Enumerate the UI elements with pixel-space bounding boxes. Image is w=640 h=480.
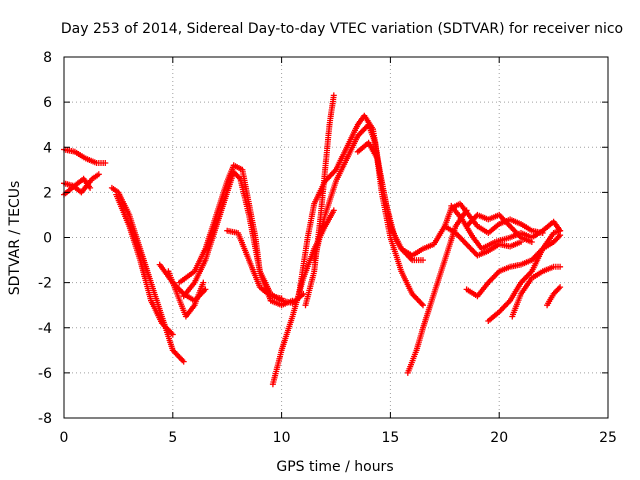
tick-layer [63, 56, 609, 419]
series-track-16 [404, 207, 470, 376]
y-tick-label: 6 [43, 95, 52, 111]
x-tick-label: 5 [168, 430, 177, 446]
series-track-24 [544, 284, 564, 309]
data-layer [61, 92, 564, 388]
x-tick-label: 10 [273, 430, 291, 446]
series-track-18 [448, 202, 564, 252]
series-track-15 [354, 139, 416, 259]
series-track-17 [409, 200, 546, 259]
series-track-19 [463, 211, 535, 245]
y-tick-label: -2 [38, 276, 52, 292]
series-track-5 [113, 191, 176, 338]
y-tick-label: -6 [38, 366, 52, 382]
series-track-20 [441, 223, 524, 259]
chart-title: Day 253 of 2014, Sidereal Day-to-day VTE… [61, 21, 623, 37]
x-axis-title: GPS time / hours [276, 459, 393, 475]
x-tick-label: 15 [381, 430, 399, 446]
x-tick-label: 25 [599, 430, 617, 446]
y-tick-label: 8 [43, 50, 52, 66]
series-track-22 [485, 227, 564, 324]
x-tick-label: 0 [60, 430, 69, 446]
series-track-23 [509, 263, 564, 320]
y-tick-label: 0 [43, 231, 52, 247]
y-tick-label: -8 [38, 411, 52, 427]
x-tick-label: 20 [490, 430, 508, 446]
series-track-10 [224, 227, 285, 302]
y-axis-title: SDTVAR / TECUs [7, 181, 23, 296]
tick-label-layer: 0 5 10 15 20 25 -8 -6 -4 -2 0 2 4 6 8 [38, 50, 617, 446]
y-tick-label: 2 [43, 185, 52, 201]
series-track-7 [165, 268, 207, 320]
y-tick-label: -4 [38, 321, 52, 337]
y-tick-label: 4 [43, 140, 52, 156]
